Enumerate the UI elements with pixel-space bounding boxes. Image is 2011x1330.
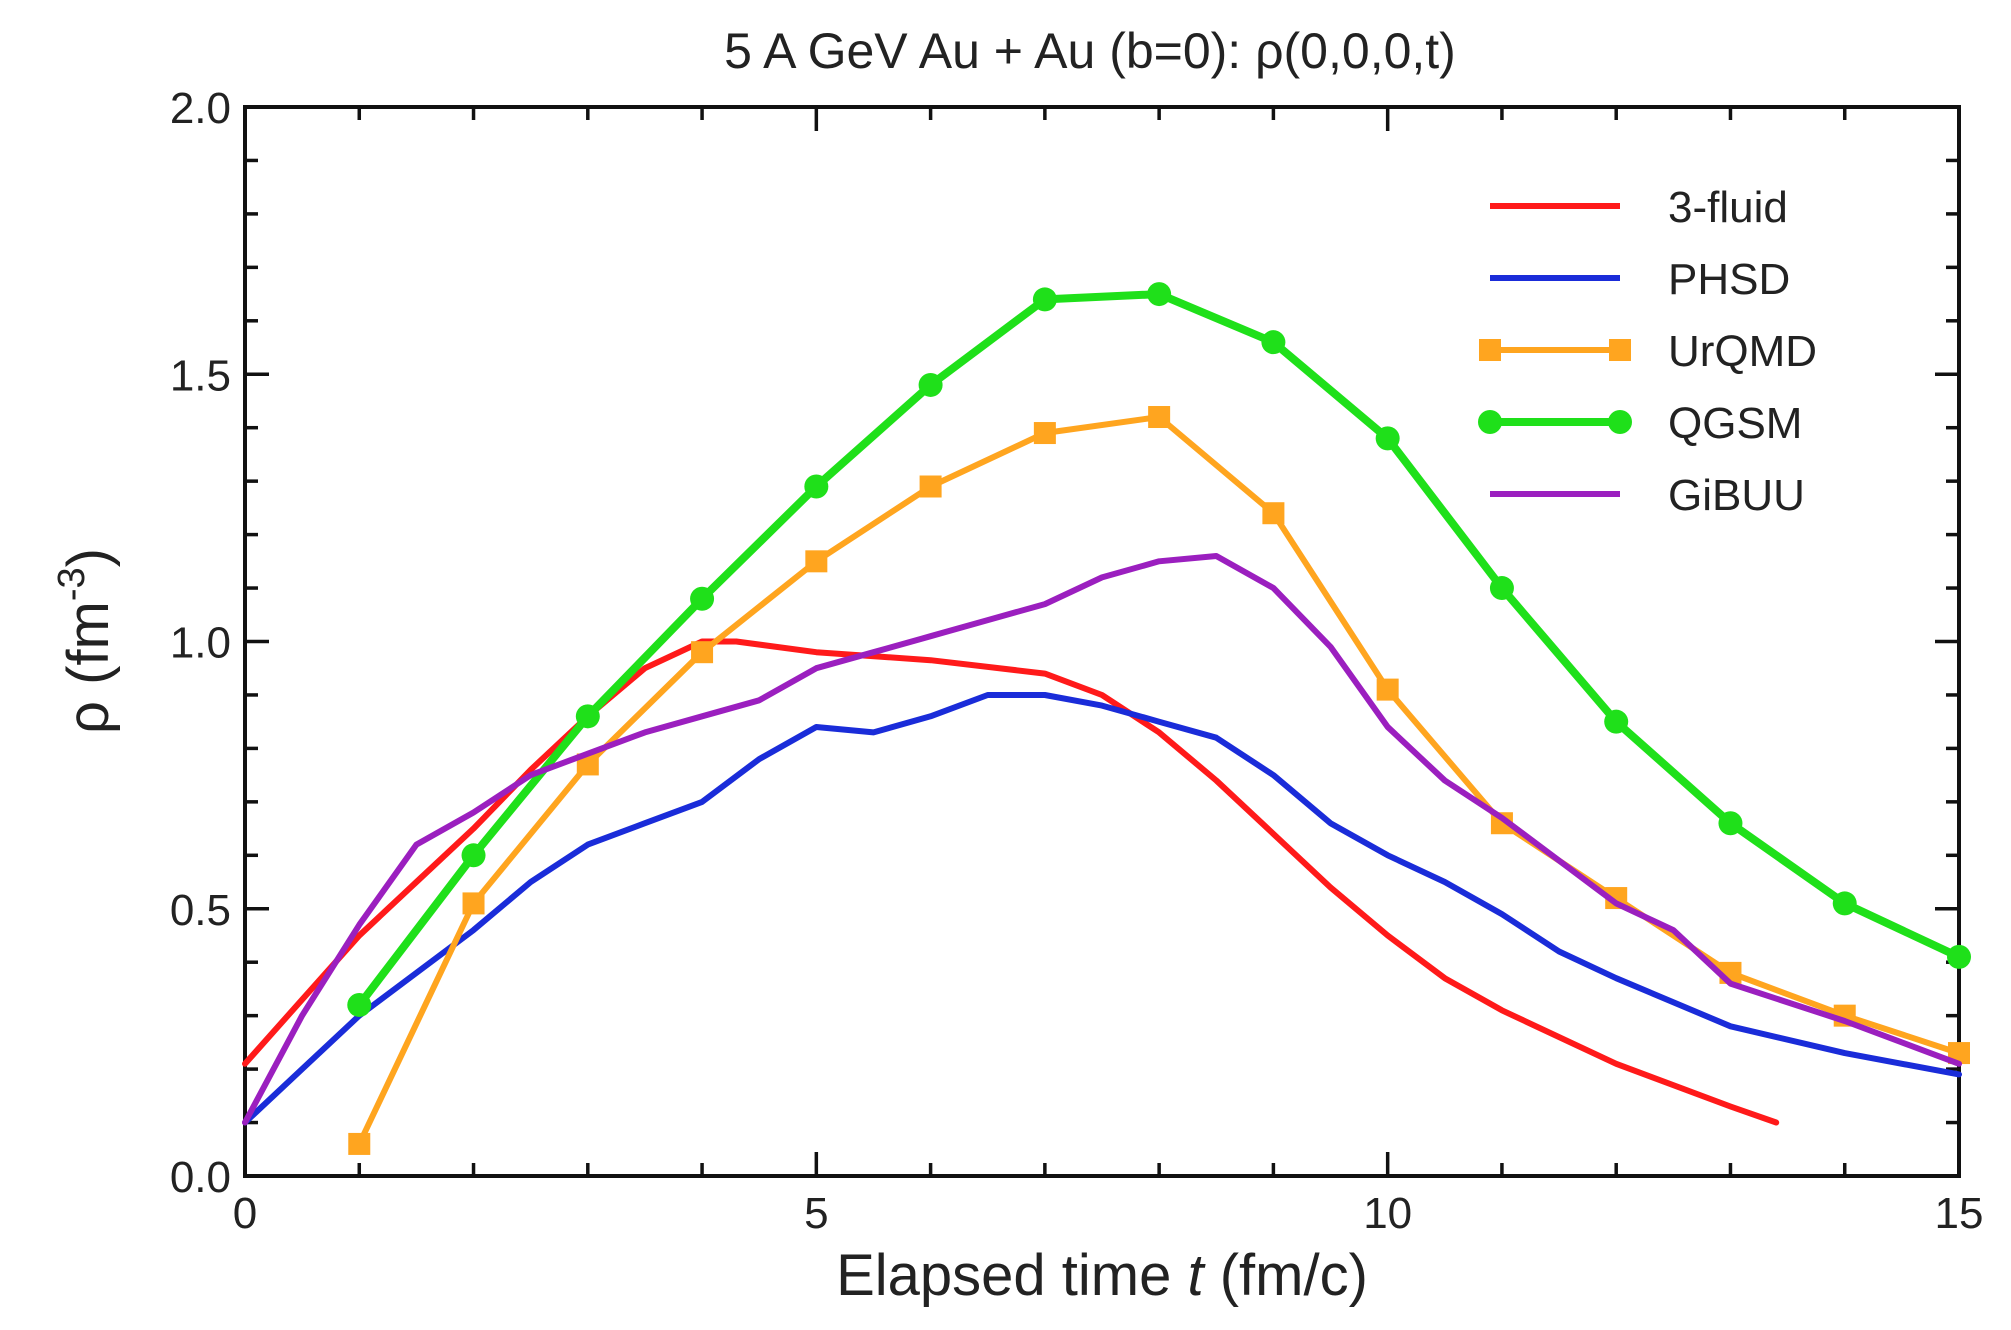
- legend-entry-urqmd: UrQMD: [1479, 327, 1817, 376]
- legend-marker-qgsm: [1608, 410, 1632, 434]
- legend-entry-gibuu: GiBUU: [1490, 471, 1805, 520]
- series-3-fluid: [242, 638, 1780, 1126]
- data-point-qgsm: [1147, 282, 1172, 307]
- legend-marker-urqmd: [1609, 339, 1631, 361]
- legend-label-3-fluid: 3-fluid: [1668, 183, 1788, 232]
- y-tick-label: 0.5: [170, 886, 231, 935]
- series-line-phsd: [242, 692, 1962, 1126]
- data-point-qgsm: [461, 843, 486, 868]
- legend-label-qgsm: QGSM: [1668, 399, 1802, 448]
- x-axis-label-suffix: (fm/c): [1204, 1243, 1368, 1308]
- data-point-qgsm: [690, 586, 715, 611]
- y-axis-label-prefix: ρ (fm: [56, 601, 121, 734]
- series-line-urqmd: [356, 414, 1962, 1147]
- legend-entry-3-fluid: 3-fluid: [1490, 183, 1788, 232]
- data-point-urqmd: [1376, 678, 1399, 701]
- x-axis-label: Elapsed time t (fm/c): [836, 1243, 1368, 1308]
- x-axis-label-prefix: Elapsed time: [836, 1243, 1187, 1308]
- data-point-urqmd: [1033, 422, 1056, 445]
- data-point-qgsm: [804, 474, 829, 499]
- series-line-gibuu: [242, 553, 1962, 1126]
- x-tick-label: 15: [1935, 1189, 1984, 1238]
- legend: 3-fluid PHSD UrQMD QGSM GiBUU: [1478, 183, 1817, 520]
- data-point-urqmd: [462, 892, 485, 915]
- series-phsd: [242, 692, 1962, 1126]
- y-tick-label: 1.5: [170, 351, 231, 400]
- data-point-qgsm: [1947, 944, 1971, 969]
- legend-label-phsd: PHSD: [1668, 255, 1790, 304]
- y-tick-label: 2.0: [170, 84, 231, 133]
- y-tick-label: 0.0: [170, 1153, 231, 1202]
- data-point-qgsm: [1489, 576, 1514, 601]
- legend-marker-urqmd: [1479, 339, 1501, 361]
- y-tick-label: 1.0: [170, 619, 231, 668]
- data-point-qgsm: [347, 992, 372, 1017]
- x-tick-label: 0: [233, 1189, 257, 1238]
- data-point-qgsm: [1604, 709, 1629, 734]
- x-axis-label-var: t: [1187, 1243, 1206, 1308]
- axis-ticks: 0 5 10 15 0.0 0.5 1.0 1.5 2.0: [170, 84, 1984, 1238]
- chart-title: 5 A GeV Au + Au (b=0): ρ(0,0,0,t): [724, 23, 1456, 79]
- data-point-urqmd: [348, 1132, 371, 1155]
- data-point-urqmd: [1148, 406, 1171, 429]
- legend-label-urqmd: UrQMD: [1668, 327, 1817, 376]
- data-point-qgsm: [1832, 891, 1857, 916]
- legend-marker-qgsm: [1478, 410, 1502, 434]
- data-point-urqmd: [691, 641, 714, 664]
- data-point-urqmd: [1262, 502, 1285, 525]
- series-gibuu: [242, 553, 1962, 1126]
- data-point-qgsm: [1375, 426, 1400, 451]
- data-point-qgsm: [918, 372, 943, 397]
- series-line-3-fluid: [242, 638, 1780, 1126]
- x-tick-label: 5: [804, 1189, 828, 1238]
- data-point-qgsm: [1261, 330, 1286, 355]
- data-point-qgsm: [1032, 287, 1057, 312]
- data-point-urqmd: [805, 550, 828, 573]
- legend-label-gibuu: GiBUU: [1668, 471, 1805, 520]
- y-axis-label-suffix: ): [56, 548, 121, 567]
- series-qgsm: [347, 282, 1971, 1017]
- data-point-urqmd: [919, 475, 942, 498]
- legend-entry-phsd: PHSD: [1490, 255, 1790, 304]
- data-point-qgsm: [575, 704, 600, 729]
- y-axis-label-exp: -3: [51, 567, 93, 601]
- legend-entry-qgsm: QGSM: [1478, 399, 1802, 448]
- x-tick-label: 10: [1363, 1189, 1412, 1238]
- y-axis-label: ρ (fm-3): [51, 548, 121, 734]
- series-layer: [242, 282, 1971, 1155]
- data-point-qgsm: [1718, 811, 1743, 836]
